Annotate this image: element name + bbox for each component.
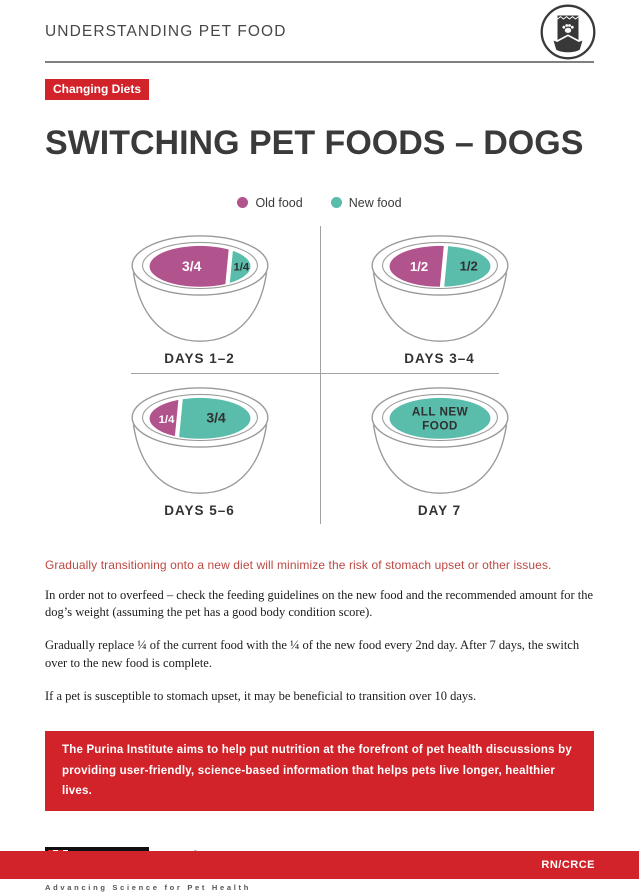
purina-institute-callout: The Purina Institute aims to help put nu… [45,731,594,811]
legend-label-new: New food [348,195,402,210]
bowl-days-3-4: 1/2 1/2 DAYS 3–4 [320,222,560,374]
legend-item-new-food: New food [330,195,402,210]
pet-food-icon [540,4,596,60]
bowl-illustration: 3/4 1/4 [130,234,269,342]
key-message-text: Gradually transitioning onto a new diet … [45,557,552,572]
section-badge: Changing Diets [45,79,150,100]
body-paragraph-2: Gradually replace ¼ of the current food … [45,638,580,670]
legend: Old food New food [0,196,639,210]
svg-text:1/4: 1/4 [158,414,174,426]
bowls-grid: 3/4 1/4 DAYS 1–2 1/2 1/2 DAYS 3–4 1/4 3/4 D… [80,222,560,528]
page-title: SWITCHING PET FOODS – DOGS [45,124,584,162]
svg-text:3/4: 3/4 [206,409,226,425]
bowl-label: DAYS 5–6 [164,502,235,518]
body-paragraph-1: In order not to overfeed – check the fee… [45,587,594,620]
bowl-diagram-section: 3/4 1/4 DAYS 1–2 1/2 1/2 DAYS 3–4 1/4 3/4 D… [45,222,595,528]
legend-label-old: Old food [255,195,303,210]
logo-tagline: Advancing Science for Pet Health [45,882,252,892]
svg-text:1/2: 1/2 [459,258,477,273]
svg-text:FOOD: FOOD [422,419,458,432]
svg-text:1/2: 1/2 [410,259,428,274]
svg-text:ALL NEW: ALL NEW [411,405,468,418]
bowl-label: DAYS 1–2 [164,350,235,366]
footer-bar: RN/CRCE [0,851,639,879]
legend-item-old-food: Old food [237,195,303,210]
footer-code: RN/CRCE [541,859,595,871]
old-food-dot [237,197,249,209]
svg-text:3/4: 3/4 [182,258,202,274]
document-series-title: UNDERSTANDING PET FOOD [45,23,287,40]
document-header: UNDERSTANDING PET FOOD [45,0,597,61]
bowl-days-5-6: 1/4 3/4 DAYS 5–6 [80,374,320,528]
bowl-illustration: 1/4 3/4 [130,386,269,494]
svg-text:1/4: 1/4 [233,261,249,273]
bowl-label: DAYS 3–4 [404,350,475,366]
quadrant-divider-horizontal [130,372,499,374]
body-paragraph-3: If a pet is susceptible to stomach upset… [45,688,477,703]
bowl-days-1-2: 3/4 1/4 DAYS 1–2 [80,222,320,374]
bowl-label: DAY 7 [417,502,462,518]
quadrant-divider-vertical [319,225,321,524]
bowl-day-7: ALL NEW FOOD DAY 7 [320,374,560,528]
new-food-dot [330,197,342,209]
header-divider [45,61,594,63]
bowl-illustration: 1/2 1/2 [370,234,509,342]
